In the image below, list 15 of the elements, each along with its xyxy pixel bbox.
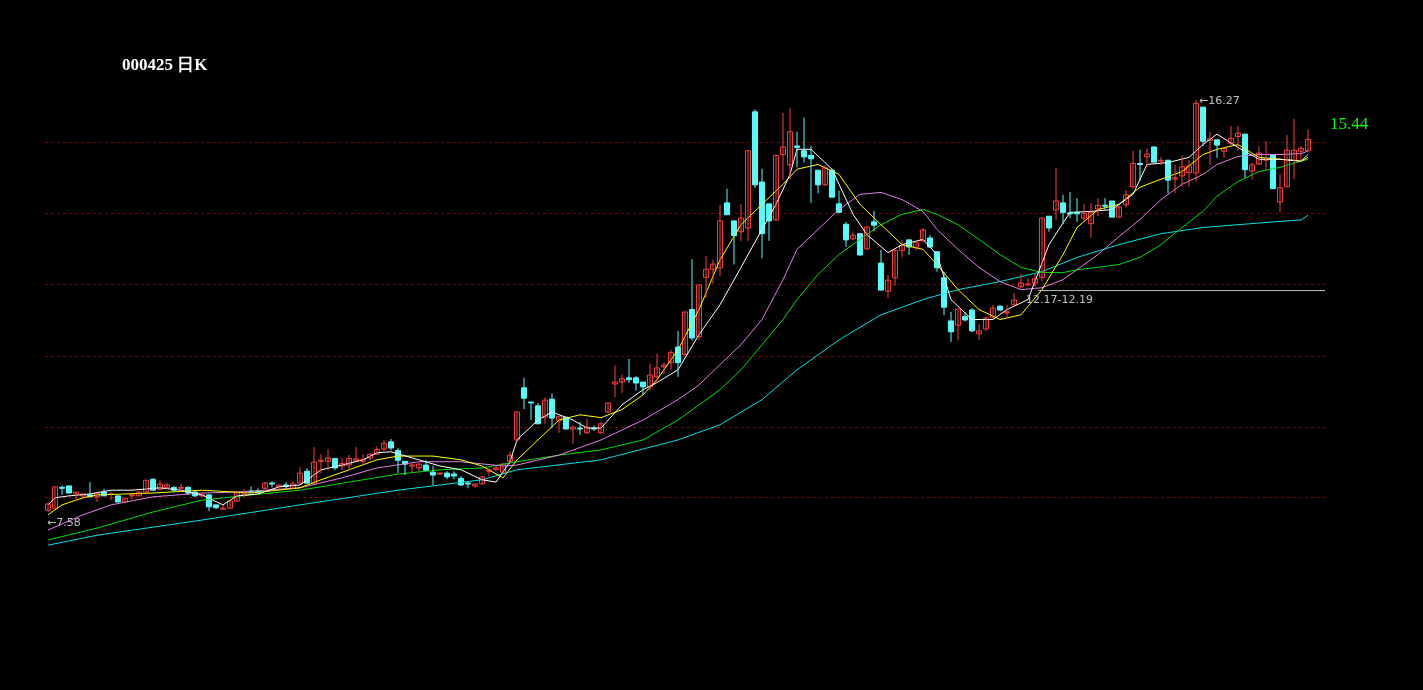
candlestick	[114, 495, 122, 503]
text: 15.44	[1330, 114, 1369, 133]
candlestick	[576, 421, 584, 436]
candlestick	[1003, 304, 1011, 319]
candlestick	[856, 233, 864, 257]
candlestick	[1150, 146, 1158, 163]
candlestick	[569, 425, 577, 445]
candlestick	[436, 471, 444, 476]
candlestick	[268, 480, 276, 488]
chart-title: 000425 日K	[122, 54, 209, 74]
annotation: ←16.27	[1199, 94, 1240, 107]
candlestick	[562, 416, 570, 430]
candlestick	[527, 401, 535, 421]
candlestick	[1269, 154, 1277, 190]
candlestick	[1143, 147, 1151, 168]
